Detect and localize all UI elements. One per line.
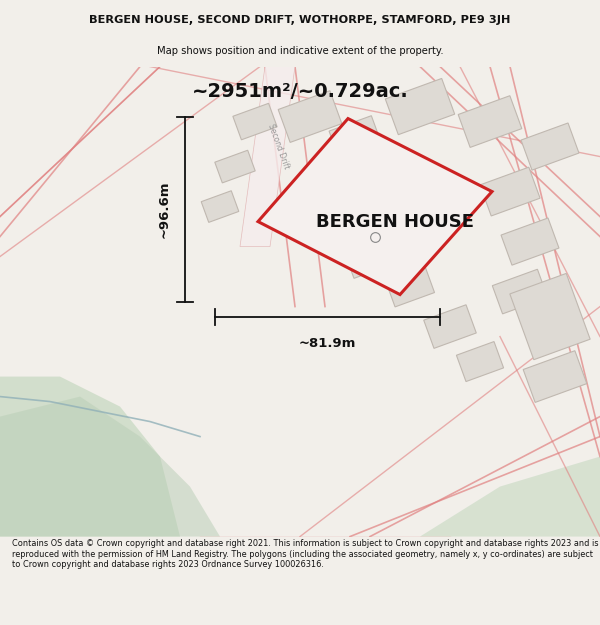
Text: ~96.6m: ~96.6m (158, 180, 171, 238)
Polygon shape (0, 397, 220, 536)
Polygon shape (278, 91, 342, 142)
Polygon shape (344, 235, 396, 278)
Polygon shape (329, 116, 381, 158)
Polygon shape (233, 103, 277, 140)
Polygon shape (480, 167, 540, 216)
Polygon shape (201, 191, 239, 222)
Text: BERGEN HOUSE, SECOND DRIFT, WOTHORPE, STAMFORD, PE9 3JH: BERGEN HOUSE, SECOND DRIFT, WOTHORPE, ST… (89, 14, 511, 24)
Polygon shape (521, 123, 579, 170)
Polygon shape (501, 218, 559, 265)
Polygon shape (215, 150, 255, 183)
Polygon shape (424, 305, 476, 348)
Polygon shape (457, 342, 503, 381)
Polygon shape (385, 266, 434, 307)
Polygon shape (0, 376, 180, 536)
Text: BERGEN HOUSE: BERGEN HOUSE (316, 213, 474, 231)
Polygon shape (510, 273, 590, 360)
Text: ~81.9m: ~81.9m (299, 336, 356, 349)
Polygon shape (240, 66, 295, 246)
Polygon shape (420, 456, 600, 536)
Text: Map shows position and indicative extent of the property.: Map shows position and indicative extent… (157, 46, 443, 56)
Text: ~2951m²/~0.729ac.: ~2951m²/~0.729ac. (191, 82, 409, 101)
Text: Contains OS data © Crown copyright and database right 2021. This information is : Contains OS data © Crown copyright and d… (12, 539, 599, 569)
Polygon shape (258, 119, 492, 294)
Polygon shape (458, 96, 522, 148)
Polygon shape (385, 79, 455, 134)
Polygon shape (523, 351, 587, 403)
Polygon shape (493, 269, 548, 314)
Text: Second Drift: Second Drift (266, 122, 290, 171)
